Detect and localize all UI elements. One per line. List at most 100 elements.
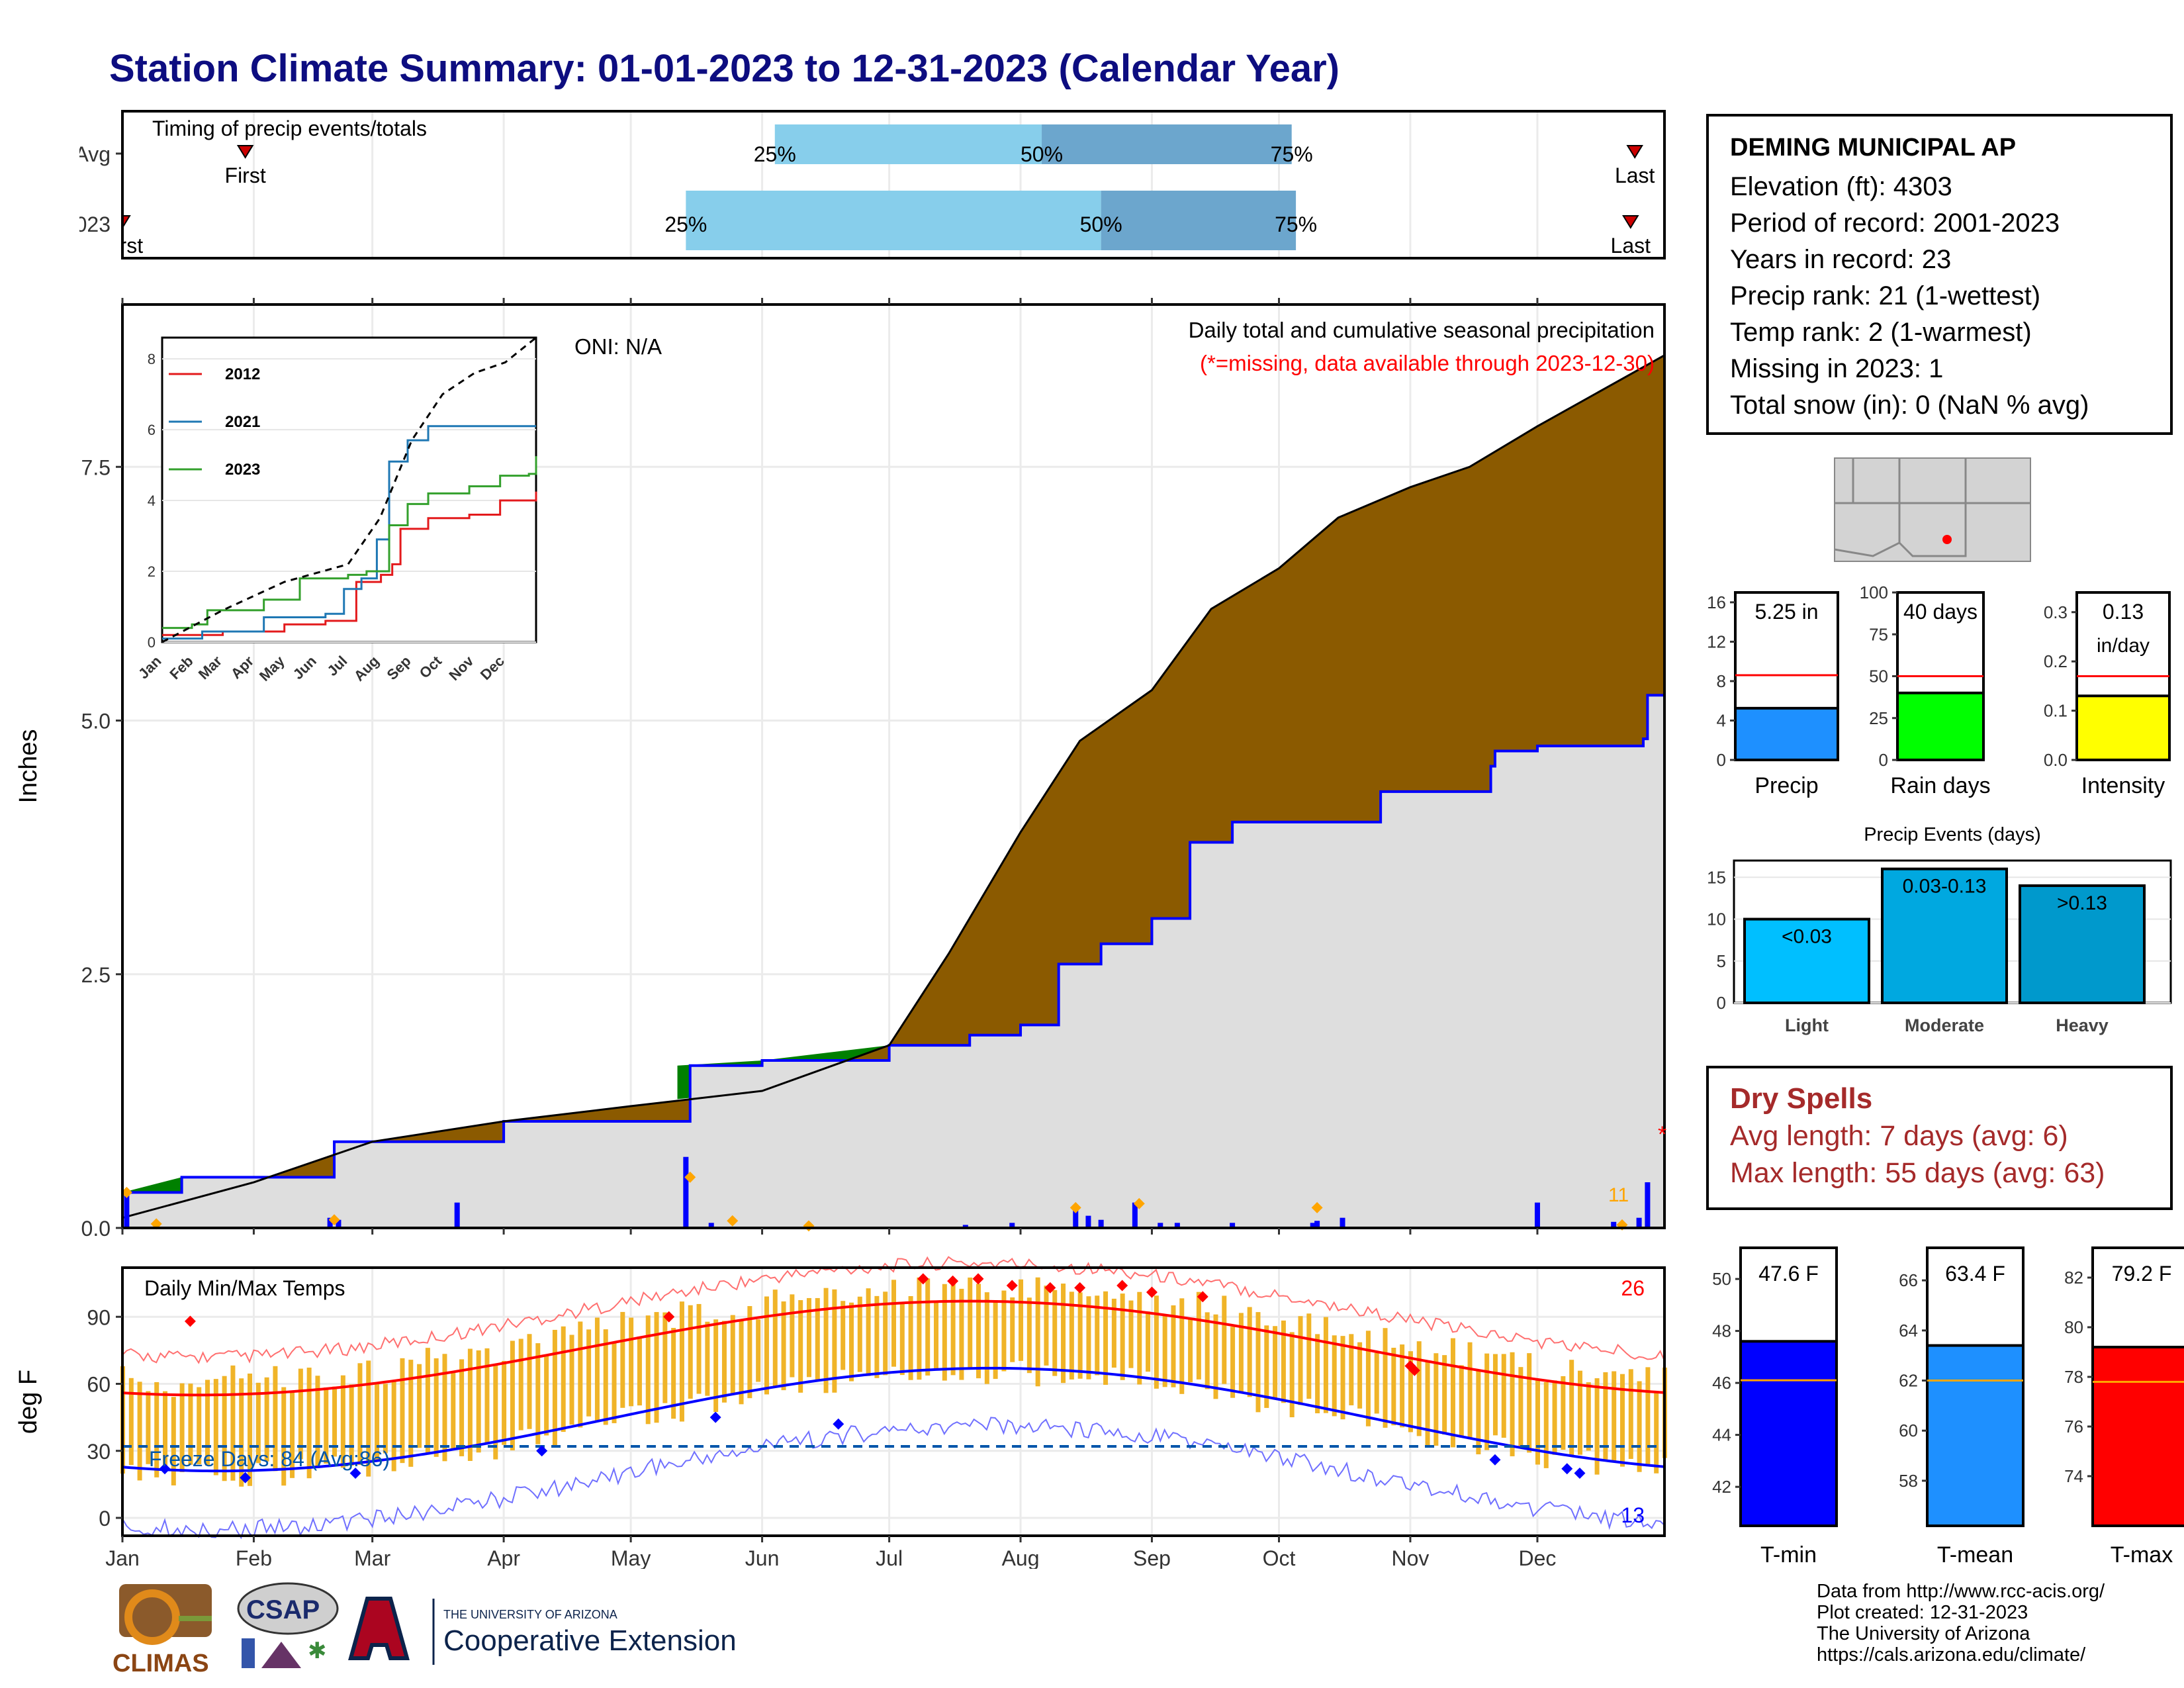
page-title: Station Climate Summary: 01-01-2023 to 1… bbox=[109, 47, 1340, 90]
temp-daily-bar bbox=[163, 1391, 168, 1471]
precip-count-label: 11 bbox=[1608, 1184, 1629, 1206]
month-label: Mar bbox=[354, 1546, 390, 1569]
temp-daily-bar bbox=[1095, 1295, 1100, 1376]
temp-daily-bar bbox=[917, 1277, 922, 1380]
temp-daily-bar bbox=[502, 1360, 507, 1445]
temp-daily-bar bbox=[1026, 1297, 1032, 1374]
temp-daily-bar bbox=[561, 1326, 566, 1432]
temp-daily-bar bbox=[1179, 1298, 1185, 1394]
timing-p25-label: 25% bbox=[664, 212, 707, 236]
temp-record-low-marker bbox=[349, 1468, 361, 1479]
station-snow: Total snow (in): 0 (NaN % avg) bbox=[1730, 391, 2089, 420]
month-label: Jul bbox=[876, 1546, 903, 1569]
temp-daily-bar bbox=[1400, 1344, 1405, 1428]
precip-events-title: Precip Events (days) bbox=[1864, 824, 2041, 845]
temp-daily-bar bbox=[315, 1376, 320, 1468]
temp-daily-bar bbox=[357, 1363, 363, 1465]
temp-daily-bar bbox=[959, 1288, 964, 1380]
precip-events-category: Moderate bbox=[1905, 1015, 1984, 1035]
logos: CLIMAS CSAP ✱ THE UNIVERSITY OF ARIZONA … bbox=[113, 1582, 737, 1677]
temp-daily-bar bbox=[1628, 1369, 1633, 1459]
timing-panel: Timing of precip events/totals Avg 25% 50% 7… bbox=[79, 110, 1666, 259]
temp-daily-bar bbox=[128, 1378, 134, 1466]
temp-daily-bar bbox=[950, 1278, 956, 1376]
precip-daily-bar bbox=[1534, 1202, 1540, 1228]
temp-daily-bar bbox=[772, 1289, 778, 1387]
precip-daily-bar bbox=[683, 1156, 689, 1228]
timing-row-label: 2023 bbox=[79, 212, 111, 236]
temp-daily-bar bbox=[179, 1383, 185, 1472]
temp-summary-name: T-mean bbox=[1937, 1542, 2013, 1568]
month-label: Feb bbox=[236, 1546, 272, 1569]
temp-daily-bar bbox=[417, 1364, 422, 1448]
temp-daily-bar bbox=[1035, 1277, 1040, 1387]
precip-daily-bar bbox=[708, 1223, 714, 1228]
precip-daily-marker bbox=[1069, 1201, 1081, 1213]
timing-last-label: Last bbox=[1615, 164, 1655, 187]
precip-daily-bar bbox=[1230, 1223, 1236, 1228]
temp-daily-bar bbox=[1349, 1334, 1354, 1405]
timing-title: Timing of precip events/totals bbox=[152, 117, 427, 140]
temp-daily-bar bbox=[586, 1329, 592, 1417]
inset-y-tick-label: 4 bbox=[148, 492, 156, 509]
temp-summary-tick-label: 60 bbox=[1899, 1421, 1918, 1440]
precip-daily-marker bbox=[1311, 1201, 1323, 1213]
precip-daily-bar bbox=[454, 1202, 460, 1228]
precip-cumulative-line bbox=[122, 694, 1664, 1194]
temp-daily-bar bbox=[1535, 1380, 1540, 1465]
temp-daily-bar bbox=[1146, 1311, 1151, 1372]
temp-daily-bar bbox=[756, 1319, 761, 1382]
temp-daily-bar bbox=[1289, 1332, 1295, 1417]
precip-missing-note: (*=missing, data available through 2023-… bbox=[1200, 351, 1655, 375]
temp-daily-bar bbox=[857, 1296, 862, 1372]
temp-daily-bar bbox=[696, 1303, 702, 1394]
station-years: Years in record: 23 bbox=[1730, 245, 1952, 274]
precip-events-category: Light bbox=[1785, 1015, 1829, 1035]
temp-daily-bar bbox=[484, 1348, 490, 1443]
temp-daily-bar bbox=[1238, 1313, 1244, 1393]
temp-daily-bar bbox=[747, 1306, 752, 1399]
timing-last-marker bbox=[1626, 145, 1643, 159]
temp-daily-bar bbox=[1450, 1338, 1455, 1448]
temp-daily-bar bbox=[527, 1334, 532, 1429]
temp-daily-bar bbox=[730, 1315, 735, 1395]
precip-daily-bar bbox=[1636, 1217, 1642, 1228]
temp-daily-bar bbox=[891, 1280, 896, 1367]
temp-daily-bar bbox=[1281, 1320, 1286, 1403]
temp-daily-bar bbox=[1527, 1353, 1532, 1453]
summary-bar-tick-label: 0.0 bbox=[2044, 750, 2068, 770]
temp-daily-bar bbox=[1077, 1292, 1083, 1379]
ua-small-text: THE UNIVERSITY OF ARIZONA bbox=[443, 1608, 617, 1621]
precip-frame bbox=[121, 303, 1666, 1229]
inset-legend-label: 2012 bbox=[225, 365, 260, 383]
temp-daily-bar bbox=[688, 1305, 693, 1399]
university-arizona-logo: THE UNIVERSITY OF ARIZONA Cooperative Ex… bbox=[348, 1597, 737, 1665]
summary-bar-tick-label: 25 bbox=[1869, 708, 1888, 728]
station-precip-rank: Precip rank: 21 (1-wettest) bbox=[1730, 281, 2041, 310]
precip-daily-bar bbox=[1098, 1219, 1104, 1228]
temp-summary-name: T-max bbox=[2111, 1542, 2173, 1568]
temp-daily-bar bbox=[1273, 1326, 1278, 1400]
precip-daily-bar bbox=[124, 1192, 130, 1228]
temp-daily-bar bbox=[1586, 1382, 1591, 1451]
temp-daily-bar bbox=[764, 1296, 769, 1395]
temp-daily-bar bbox=[476, 1350, 481, 1453]
precip-daily-bar bbox=[962, 1225, 968, 1228]
summary-bars: 5.25 in 0 4 8 12 16 Precip 40 days 0 25 50 75 100 Rai… bbox=[1707, 583, 2171, 798]
timing-bar-dark bbox=[1101, 191, 1297, 250]
precip-daily-marker bbox=[1133, 1197, 1145, 1209]
temp-daily-bar bbox=[1255, 1312, 1261, 1413]
temp-daily-bar bbox=[1510, 1352, 1515, 1456]
precip-daily-bar bbox=[1132, 1202, 1138, 1228]
temp-summary-tick-label: 46 bbox=[1712, 1373, 1731, 1393]
temp-daily-bar bbox=[832, 1289, 837, 1393]
temp-daily-bar bbox=[654, 1312, 659, 1423]
temp-summary-name: T-min bbox=[1760, 1542, 1817, 1568]
temp-daily-bar bbox=[1298, 1316, 1303, 1405]
temp-daily-bar bbox=[1306, 1313, 1312, 1399]
temp-daily-bar bbox=[866, 1288, 871, 1376]
temp-daily-bar bbox=[340, 1375, 345, 1468]
inset-y-tick-label: 2 bbox=[148, 563, 156, 580]
temp-daily-bar bbox=[662, 1312, 668, 1403]
summary-bar-tick-label: 100 bbox=[1860, 583, 1888, 602]
